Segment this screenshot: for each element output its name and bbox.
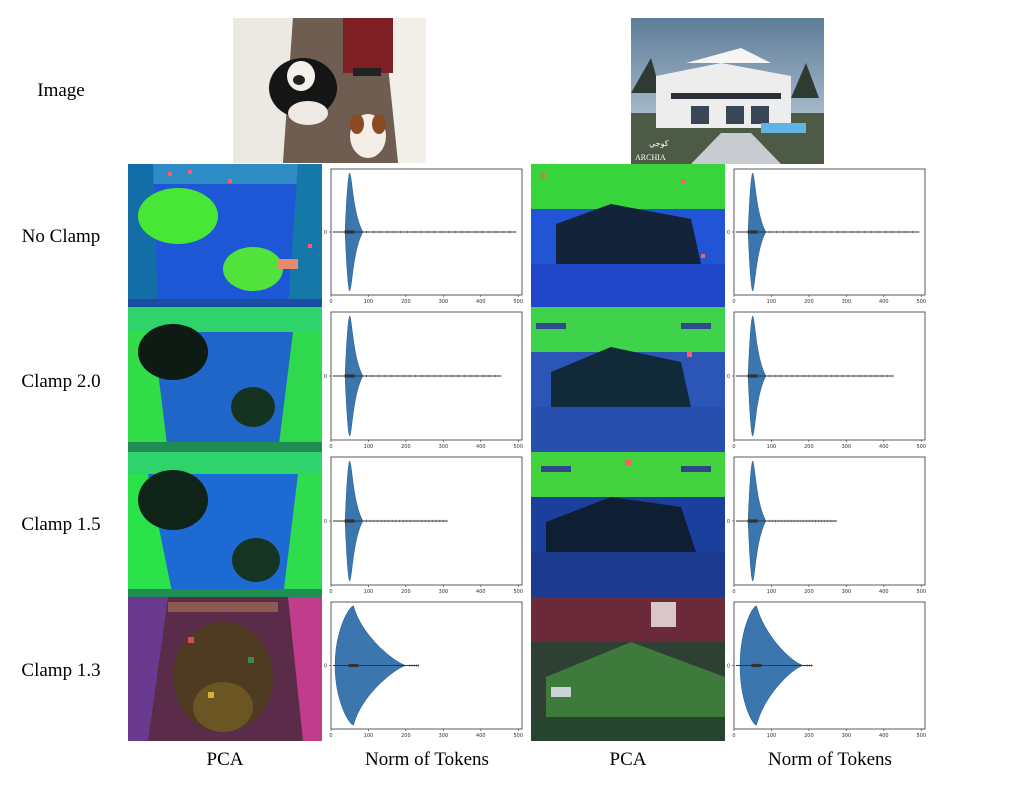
- y-tick-label: 0: [324, 230, 327, 236]
- quartile-box: [747, 230, 758, 234]
- quartile-box: [348, 663, 359, 668]
- x-tick-label: 100: [364, 444, 374, 450]
- x-tick-label: 300: [439, 589, 449, 595]
- quartile-box: [751, 663, 762, 668]
- y-tick-label: 0: [324, 519, 327, 525]
- norm-plot-dog-clamp-1-3: 0 0 100 200 300 400 500: [324, 597, 530, 741]
- dog-photo: [233, 18, 426, 163]
- pca-dog-clamp-1-3: [128, 597, 322, 741]
- column-label-pca-1: PCA: [206, 749, 244, 770]
- x-tick-label: 200: [401, 299, 411, 305]
- quartile-box: [344, 230, 355, 234]
- row-label-clamp-1-5: Clamp 1.5: [21, 514, 101, 535]
- x-tick-label: 400: [476, 589, 486, 595]
- x-tick-label: 500: [513, 733, 523, 739]
- y-tick-label: 0: [324, 374, 327, 380]
- x-tick-label: 300: [842, 444, 852, 450]
- norm-plot-house-no-clamp: 0 0 100 200 300 400 500: [727, 164, 933, 307]
- x-tick-label: 100: [364, 733, 374, 739]
- pca-dog-clamp-2-0: [128, 307, 322, 452]
- x-tick-label: 400: [476, 733, 486, 739]
- x-tick-label: 100: [767, 733, 777, 739]
- x-tick-label: 300: [842, 299, 852, 305]
- x-tick-label: 100: [767, 299, 777, 305]
- column-label-norm-2: Norm of Tokens: [768, 749, 892, 770]
- x-tick-label: 400: [476, 299, 486, 305]
- row-label-image: Image: [37, 80, 85, 101]
- x-tick-label: 400: [879, 589, 889, 595]
- x-tick-label: 500: [513, 444, 523, 450]
- quartile-box: [747, 519, 758, 523]
- x-tick-label: 500: [916, 733, 926, 739]
- x-tick-label: 500: [916, 444, 926, 450]
- x-tick-label: 200: [401, 589, 411, 595]
- x-tick-label: 200: [401, 444, 411, 450]
- x-tick-label: 400: [879, 733, 889, 739]
- x-tick-label: 500: [513, 589, 523, 595]
- y-tick-label: 0: [727, 230, 730, 236]
- norm-plot-house-clamp-2-0: 0 0 100 200 300 400 500: [727, 307, 933, 452]
- row-label-no-clamp: No Clamp: [21, 226, 101, 247]
- norm-plot-house-clamp-1-5: 0 0 100 200 300 400 500: [727, 452, 933, 597]
- column-label-norm-1: Norm of Tokens: [365, 749, 489, 770]
- pca-house-clamp-1-5: [531, 452, 725, 597]
- x-tick-label: 300: [439, 444, 449, 450]
- x-tick-label: 0: [329, 299, 332, 305]
- pca-dog-no-clamp: [128, 164, 322, 307]
- x-tick-label: 200: [804, 444, 814, 450]
- row-label-clamp-2-0: Clamp 2.0: [21, 371, 101, 392]
- x-tick-label: 300: [439, 733, 449, 739]
- pca-house-no-clamp: [531, 164, 725, 307]
- y-tick-label: 0: [727, 664, 730, 670]
- x-tick-label: 300: [842, 589, 852, 595]
- x-tick-label: 100: [767, 589, 777, 595]
- norm-plot-dog-clamp-1-5: 0 0 100 200 300 400 500: [324, 452, 530, 597]
- x-tick-label: 300: [439, 299, 449, 305]
- x-tick-label: 400: [476, 444, 486, 450]
- x-tick-label: 100: [364, 299, 374, 305]
- x-tick-label: 0: [329, 733, 332, 739]
- y-tick-label: 0: [727, 374, 730, 380]
- x-tick-label: 200: [401, 733, 411, 739]
- x-tick-label: 0: [329, 444, 332, 450]
- x-tick-label: 400: [879, 299, 889, 305]
- quartile-box: [344, 519, 355, 523]
- norm-plot-house-clamp-1-3: 0 0 100 200 300 400 500: [727, 597, 933, 741]
- x-tick-label: 0: [732, 589, 735, 595]
- row-label-clamp-1-3: Clamp 1.3: [21, 660, 101, 681]
- quartile-box: [344, 374, 355, 378]
- logo-arabic-text: كوجي: [649, 139, 669, 148]
- column-label-pca-2: PCA: [609, 749, 647, 770]
- x-tick-label: 0: [732, 733, 735, 739]
- x-tick-label: 500: [513, 299, 523, 305]
- pca-house-clamp-1-3: [531, 597, 725, 741]
- x-tick-label: 0: [732, 444, 735, 450]
- norm-plot-dog-no-clamp: 0 0 100 200 300 400 500: [324, 164, 530, 307]
- y-tick-label: 0: [324, 664, 327, 670]
- y-tick-label: 0: [727, 519, 730, 525]
- x-tick-label: 400: [879, 444, 889, 450]
- pca-dog-clamp-1-5: [128, 452, 322, 597]
- x-tick-label: 500: [916, 589, 926, 595]
- x-tick-label: 200: [804, 299, 814, 305]
- quartile-box: [747, 374, 758, 378]
- norm-plot-dog-clamp-2-0: 0 0 100 200 300 400 500: [324, 307, 530, 452]
- x-tick-label: 200: [804, 733, 814, 739]
- house-photo: كوجي ARCHIA: [631, 18, 824, 164]
- x-tick-label: 100: [364, 589, 374, 595]
- x-tick-label: 500: [916, 299, 926, 305]
- x-tick-label: 0: [329, 589, 332, 595]
- x-tick-label: 300: [842, 733, 852, 739]
- logo-text: ARCHIA: [635, 153, 666, 162]
- x-tick-label: 100: [767, 444, 777, 450]
- pca-house-clamp-2-0: [531, 307, 725, 452]
- x-tick-label: 0: [732, 299, 735, 305]
- x-tick-label: 200: [804, 589, 814, 595]
